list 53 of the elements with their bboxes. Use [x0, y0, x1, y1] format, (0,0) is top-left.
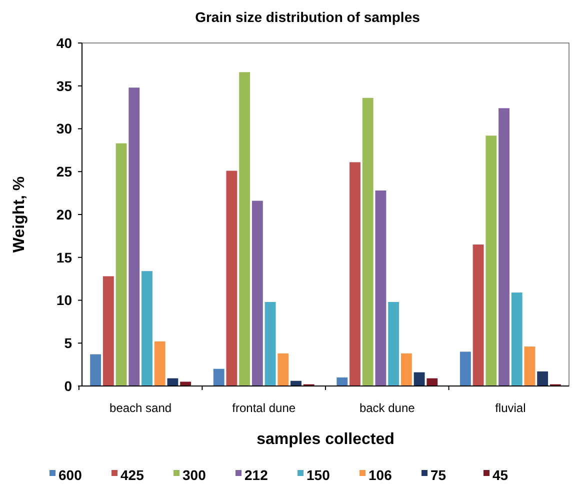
bar	[264, 302, 276, 386]
bar	[180, 382, 192, 386]
bar	[128, 88, 140, 386]
x-axis-title: samples collected	[256, 431, 394, 448]
legend-label: 300	[182, 466, 206, 483]
y-tick-label: 30	[56, 120, 72, 137]
bar	[511, 292, 522, 386]
bar	[167, 378, 178, 386]
bar	[400, 353, 412, 386]
legend-label: 212	[244, 466, 268, 483]
legend-label: 45	[492, 466, 508, 483]
legend-label: 150	[306, 466, 330, 483]
x-tick-label: beach sand	[110, 401, 172, 415]
y-tick-label: 25	[56, 164, 72, 180]
bar	[213, 368, 224, 386]
bar	[524, 346, 536, 386]
bar	[460, 352, 471, 386]
y-tick-label: 0	[64, 378, 72, 394]
y-tick-label: 15	[56, 249, 72, 266]
bar	[90, 354, 102, 386]
y-tick-label: 35	[56, 78, 72, 94]
legend-label: 75	[430, 466, 446, 483]
bar	[102, 276, 114, 386]
bar	[142, 271, 152, 386]
bar	[336, 377, 348, 386]
bar	[226, 170, 238, 386]
bar	[239, 72, 250, 386]
y-tick-label: 20	[56, 206, 72, 222]
bar	[278, 353, 289, 386]
y-axis-title: Weight, %	[11, 176, 28, 253]
legend-label: 600	[58, 466, 82, 483]
legend-label: 106	[368, 466, 392, 483]
bar	[154, 341, 166, 386]
bar	[498, 108, 510, 386]
bar	[388, 302, 400, 386]
bar	[486, 136, 497, 386]
bar	[362, 98, 374, 386]
y-tick-label: 5	[64, 335, 72, 352]
bar	[414, 372, 425, 386]
bar	[537, 371, 548, 386]
bar	[375, 190, 386, 386]
chart-title: Grain size distribution of samples	[195, 9, 420, 25]
bar	[472, 244, 484, 386]
y-tick-label: 40	[56, 34, 72, 51]
bar	[116, 143, 127, 386]
x-tick-label: fluvial	[495, 401, 526, 415]
bar	[426, 378, 438, 386]
x-tick-label: frontal dune	[232, 401, 296, 415]
bar	[350, 162, 360, 386]
bar	[252, 200, 263, 386]
legend-label: 425	[120, 466, 144, 483]
y-tick-label: 10	[56, 292, 72, 308]
x-tick-label: back dune	[359, 401, 416, 415]
